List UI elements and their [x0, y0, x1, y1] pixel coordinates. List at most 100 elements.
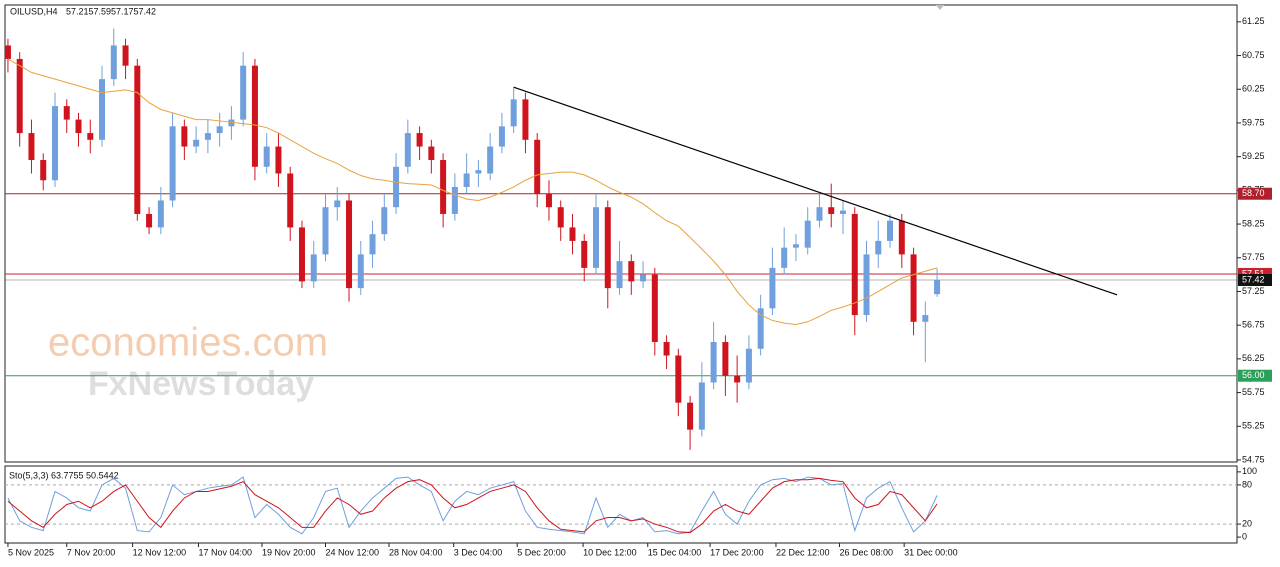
y-tick-label: 54.75 [1242, 454, 1265, 464]
y-tick-label: 100 [1242, 466, 1257, 476]
level-label: 56.00 [1242, 370, 1265, 380]
indicator-line [7, 477, 938, 534]
candle-body [816, 207, 823, 221]
y-tick-label: 57.25 [1242, 286, 1265, 296]
x-tick-label: 17 Nov 04:00 [198, 547, 252, 557]
candle-body [275, 146, 282, 174]
watermark: FxNewsToday [88, 365, 314, 403]
candle-body [110, 45, 117, 80]
candle-body [440, 160, 447, 214]
candle-body [169, 126, 176, 201]
candle-body [557, 207, 564, 228]
candle-body [369, 234, 376, 255]
candle-body [710, 342, 717, 383]
candle-body [910, 254, 917, 322]
level-box [1238, 187, 1272, 200]
x-tick-label: 7 Nov 20:00 [67, 547, 116, 557]
candle-body [51, 106, 58, 181]
x-tick-label: 3 Dec 04:00 [454, 547, 503, 557]
header-value: 57.21 [66, 6, 89, 16]
candle-body [593, 207, 600, 268]
x-tick-label: 15 Dec 04:00 [648, 547, 702, 557]
candle-body [851, 213, 858, 316]
candle-body [640, 274, 647, 282]
trendline [513, 86, 1118, 296]
x-tick-label: 19 Nov 20:00 [262, 547, 316, 557]
candle-body [122, 45, 129, 66]
candle-body [887, 220, 894, 241]
candle-body [804, 220, 811, 248]
y-tick-label: 58.25 [1242, 218, 1265, 228]
candle-body [757, 308, 764, 349]
y-tick-label: 55.25 [1242, 421, 1265, 431]
candle-body [687, 402, 694, 430]
y-tick-label: 55.75 [1242, 387, 1265, 397]
y-tick-label: 60.25 [1242, 84, 1265, 94]
moving-average [7, 58, 938, 326]
candle-body [75, 119, 82, 134]
candle-body [745, 348, 752, 383]
candle-body [722, 342, 729, 376]
candle-body [240, 65, 247, 120]
candle-body [157, 200, 164, 228]
candle-body [498, 126, 505, 147]
candle-body [263, 146, 270, 167]
y-tick-label: 57.75 [1242, 252, 1265, 262]
x-tick-label: 10 Dec 12:00 [583, 547, 637, 557]
price-frame [4, 4, 1238, 463]
candle-body [40, 160, 47, 181]
candle-body [675, 355, 682, 403]
indicator-frame [4, 465, 1238, 544]
candle-body [181, 126, 188, 147]
candle-body [604, 207, 611, 289]
candle-body [487, 146, 494, 174]
level-label: 58.70 [1242, 188, 1265, 198]
candle-body [863, 254, 870, 316]
y-tick-label: 80 [1242, 479, 1252, 489]
x-tick-label: 22 Dec 12:00 [776, 547, 830, 557]
indicator-line [7, 476, 938, 535]
candle-body [357, 254, 364, 289]
x-tick-label: 17 Dec 20:00 [710, 547, 764, 557]
candle-body [463, 173, 470, 187]
candle-body [404, 133, 411, 167]
x-tick-label: 26 Dec 08:00 [839, 547, 893, 557]
candle-body [251, 65, 258, 167]
y-tick-label: 60.75 [1242, 50, 1265, 60]
candle-body [298, 227, 305, 282]
candle-body [875, 240, 882, 255]
candle-body [792, 244, 799, 248]
candle-body [510, 99, 517, 127]
candle-body [451, 186, 458, 214]
candle-body [310, 254, 317, 282]
candle-body [416, 133, 423, 147]
candle-body [734, 375, 741, 383]
candle-body [934, 280, 941, 295]
y-tick-label: 20 [1242, 518, 1252, 528]
symbol: OILUSD,H4 [10, 6, 58, 16]
y-tick-label: 61.25 [1242, 16, 1265, 26]
candle-body [698, 382, 705, 430]
candle-body [545, 193, 552, 208]
candle-body [204, 133, 211, 140]
candle-body [428, 146, 435, 161]
candle-body [522, 99, 529, 140]
x-tick-label: 31 Dec 00:00 [904, 547, 958, 557]
candle-body [651, 274, 658, 343]
candle-body [146, 213, 153, 228]
candle-body [4, 45, 11, 59]
y-tick-label: 56.75 [1242, 320, 1265, 330]
y-tick-label: 56.25 [1242, 353, 1265, 363]
x-tick-label: 28 Nov 04:00 [389, 547, 443, 557]
candle-body [193, 139, 200, 147]
x-tick-label: 12 Nov 12:00 [133, 547, 187, 557]
candle-body [475, 170, 482, 174]
candle-body [287, 173, 294, 228]
header-value: 57.17 [111, 6, 134, 16]
candle-body [63, 106, 70, 120]
candle-body [87, 133, 94, 140]
candle-body [616, 261, 623, 289]
y-tick-label: 0 [1242, 532, 1247, 542]
candle-body [569, 227, 576, 241]
